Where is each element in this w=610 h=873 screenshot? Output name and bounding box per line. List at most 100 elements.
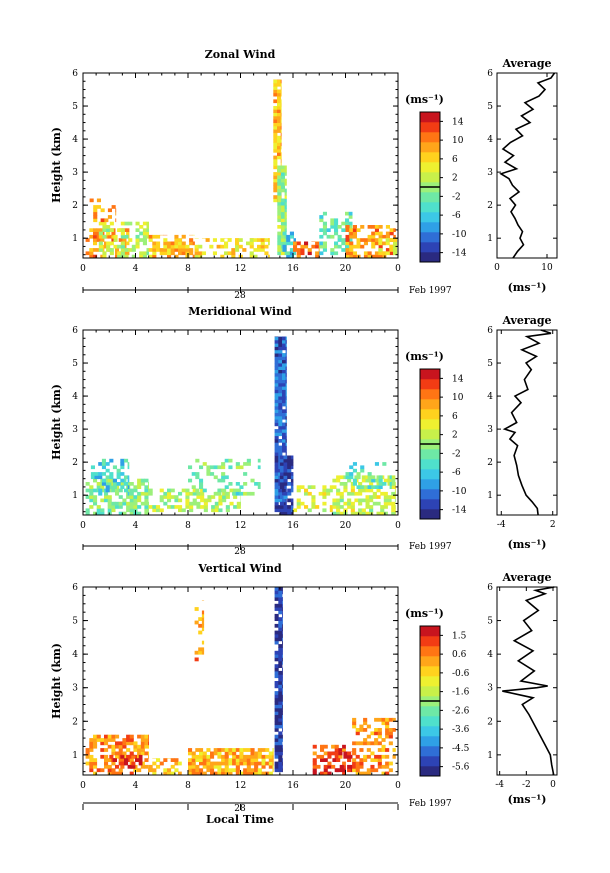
heatmap-cell xyxy=(345,211,350,216)
heatmap-cell xyxy=(277,115,282,120)
heatmap-cell xyxy=(323,744,328,749)
heatmap-cell xyxy=(94,472,99,476)
heatmap-cell xyxy=(107,738,112,742)
heatmap-cell xyxy=(228,758,233,762)
heatmap-cell xyxy=(327,761,332,766)
heatmap-cell xyxy=(163,251,168,256)
average-y-tick-label: 4 xyxy=(487,392,493,402)
heatmap-cell xyxy=(254,771,259,776)
heatmap-cell xyxy=(89,251,94,256)
heatmap-cell xyxy=(118,238,123,242)
heatmap-cell xyxy=(120,485,125,489)
heatmap-cell xyxy=(282,761,283,766)
heatmap-cell xyxy=(272,758,274,762)
heatmap-cell xyxy=(285,501,287,506)
heatmap-cell xyxy=(274,694,279,699)
heatmap-cell xyxy=(191,761,196,766)
heatmap-cell xyxy=(274,498,279,503)
heatmap-cell xyxy=(250,758,255,762)
heatmap-cell xyxy=(381,771,386,776)
heatmap-cell xyxy=(111,751,116,756)
heatmap-cell xyxy=(280,234,285,239)
heatmap-cell xyxy=(210,751,215,756)
heatmap-cell xyxy=(148,741,149,746)
colorbar-tick-label: 10 xyxy=(452,136,464,146)
heatmap-cell xyxy=(93,241,98,246)
heatmap-cell xyxy=(278,593,283,598)
y-tick-label: 1 xyxy=(72,491,78,501)
heatmap-cell xyxy=(352,751,357,756)
heatmap-cell xyxy=(282,429,287,433)
heatmap-cell xyxy=(89,488,94,493)
heatmap-cell xyxy=(287,491,292,496)
heatmap-cell xyxy=(350,505,355,509)
heatmap-cell xyxy=(144,764,149,769)
vertical-wind-average-xlabel: (ms⁻¹) xyxy=(508,793,547,806)
heatmap-cell xyxy=(239,465,244,470)
heatmap-cell xyxy=(129,741,134,746)
heatmap-cell xyxy=(282,721,283,726)
heatmap-cell xyxy=(146,251,149,256)
heatmap-cell xyxy=(102,228,107,232)
heatmap-cell xyxy=(96,738,101,742)
heatmap-cell xyxy=(358,482,363,486)
heatmap-cell xyxy=(331,744,336,749)
heatmap-cell xyxy=(332,758,337,762)
heatmap-cell xyxy=(146,228,149,232)
heatmap-cell xyxy=(124,234,129,239)
colorbar-swatch xyxy=(420,646,440,657)
average-y-tick-label: 5 xyxy=(487,359,493,369)
heatmap-cell xyxy=(257,761,262,766)
heatmap-cell xyxy=(201,647,205,652)
heatmap-cell xyxy=(101,478,106,483)
heatmap-cell xyxy=(273,129,278,133)
heatmap-cell xyxy=(200,491,205,496)
heatmap-cell xyxy=(361,475,366,480)
heatmap-cell xyxy=(148,482,149,486)
heatmap-cell xyxy=(210,768,215,773)
heatmap-cell xyxy=(393,238,398,242)
heatmap-cell xyxy=(377,761,382,766)
heatmap-cell xyxy=(278,336,283,341)
heatmap-cell xyxy=(363,251,368,256)
heatmap-cell xyxy=(274,485,279,489)
heatmap-cell xyxy=(343,485,348,489)
heatmap-cell xyxy=(120,465,125,470)
heatmap-cell xyxy=(282,607,283,611)
heatmap-cell xyxy=(148,485,149,489)
heatmap-cell xyxy=(185,498,190,503)
heatmap-cell xyxy=(115,218,117,223)
heatmap-cell xyxy=(111,501,116,506)
heatmap-cell xyxy=(315,244,320,249)
heatmap-cell xyxy=(96,734,101,739)
heatmap-cell xyxy=(282,630,283,635)
heatmap-cell xyxy=(374,741,379,746)
heatmap-cell xyxy=(280,175,285,180)
heatmap-cell xyxy=(282,353,287,357)
heatmap-cell xyxy=(381,738,386,742)
heatmap-cell xyxy=(279,468,284,473)
heatmap-cell xyxy=(300,244,305,249)
heatmap-cell xyxy=(280,145,282,150)
heatmap-cell xyxy=(122,498,127,503)
heatmap-cell xyxy=(284,218,287,223)
heatmap-cell xyxy=(347,768,352,773)
heatmap-cell xyxy=(274,389,279,394)
heatmap-cell xyxy=(156,241,161,246)
heatmap-cell xyxy=(254,768,259,773)
heatmap-cell xyxy=(273,79,278,84)
heatmap-cell xyxy=(170,758,175,762)
heatmap-cell xyxy=(273,132,278,137)
heatmap-cell xyxy=(273,178,278,183)
heatmap-cell xyxy=(104,741,109,746)
heatmap-cell xyxy=(360,485,365,489)
heatmap-cell xyxy=(383,511,388,516)
heatmap-cell xyxy=(235,482,240,486)
colorbar-tick-label: -5.6 xyxy=(452,763,470,773)
heatmap-cell xyxy=(273,188,278,193)
heatmap-cell xyxy=(274,465,279,470)
heatmap-cell xyxy=(323,758,328,762)
heatmap-cell xyxy=(228,751,233,756)
heatmap-cell xyxy=(285,376,287,380)
